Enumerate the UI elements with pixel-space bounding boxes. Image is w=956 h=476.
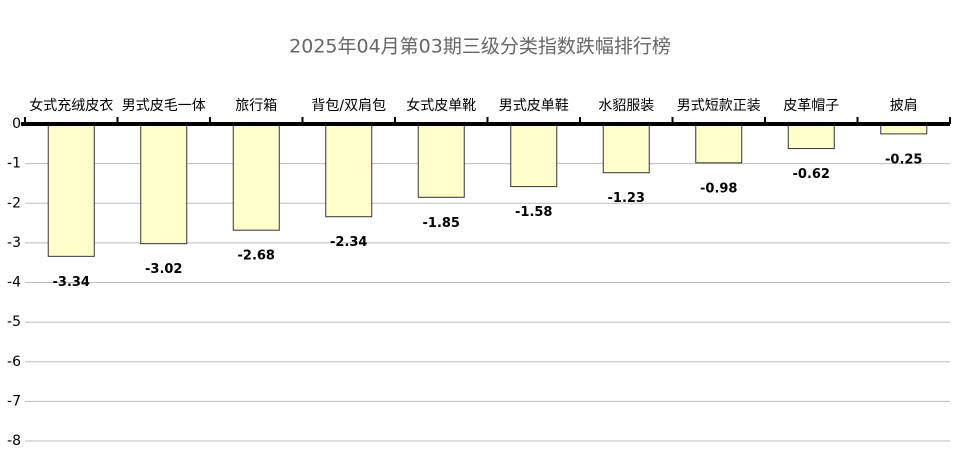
x-tick-label: 水貂服装 <box>598 98 654 114</box>
bar <box>510 123 558 188</box>
value-label: -1.58 <box>515 205 552 220</box>
y-tick-label: -3 <box>7 235 21 251</box>
bar <box>47 123 95 257</box>
value-label: -1.23 <box>608 191 645 206</box>
y-tick-label: -6 <box>7 354 21 370</box>
value-label: -0.98 <box>700 181 737 196</box>
value-label: -2.68 <box>238 249 275 264</box>
x-tick-label: 女式充绒皮衣 <box>29 97 113 114</box>
bar <box>140 123 188 245</box>
value-label: -1.85 <box>423 216 460 231</box>
bar <box>232 123 280 231</box>
y-tick-label: -1 <box>7 156 21 172</box>
x-tick-label: 背包/双肩包 <box>311 98 386 114</box>
x-tick-label: 男式皮单鞋 <box>499 98 569 114</box>
bar <box>325 123 373 218</box>
y-tick-label: -4 <box>7 275 21 291</box>
value-label: -3.34 <box>53 275 90 290</box>
y-tick-label: -2 <box>7 195 21 211</box>
value-label: -0.25 <box>885 152 922 167</box>
bar <box>417 123 465 198</box>
value-label: -2.34 <box>330 235 367 250</box>
bar <box>695 123 743 164</box>
x-tick-label: 女式皮单靴 <box>406 97 476 114</box>
y-tick-label: -8 <box>7 433 21 449</box>
x-tick-label: 男式短款正装 <box>677 98 761 114</box>
value-label: -3.02 <box>145 262 182 277</box>
value-label: -0.62 <box>793 167 830 182</box>
x-tick-label: 披肩 <box>890 98 918 114</box>
chart-title: 2025年04月第03期三级分类指数跌幅排行榜 <box>289 36 671 58</box>
x-tick-label: 皮革帽子 <box>783 98 839 114</box>
bar <box>602 123 650 174</box>
y-tick-label: -5 <box>7 314 21 330</box>
x-tick-label: 旅行箱 <box>235 98 277 114</box>
x-tick-label: 男式皮毛一体 <box>122 98 206 114</box>
y-tick-label: 0 <box>12 116 21 132</box>
y-tick-label: -7 <box>7 393 21 409</box>
bar <box>787 123 835 150</box>
